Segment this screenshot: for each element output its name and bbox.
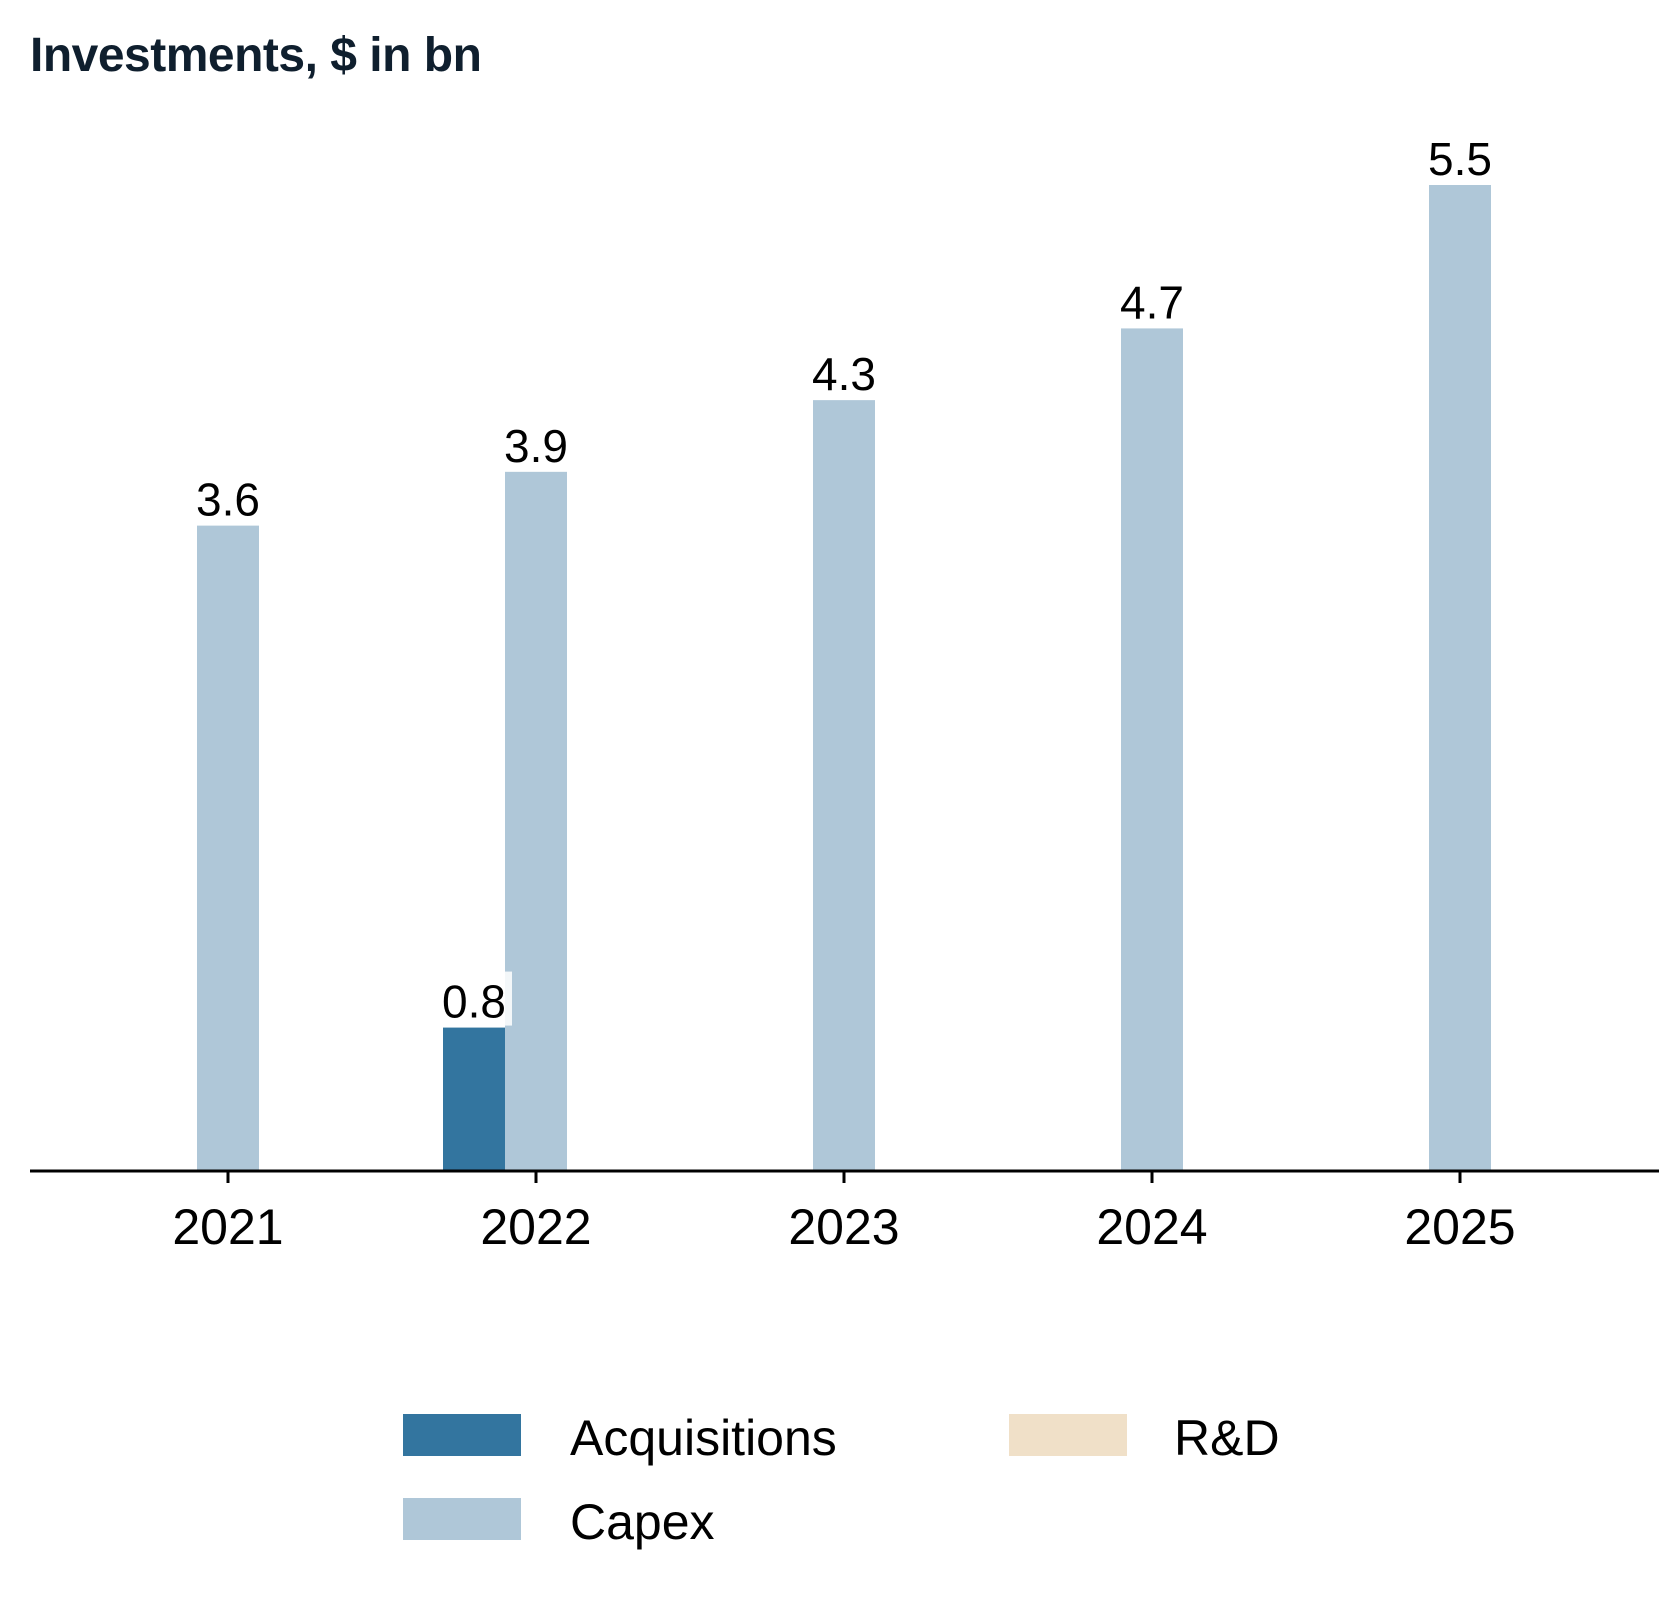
legend-swatch-acquisitions: [403, 1414, 521, 1456]
data-label-acquisitions-2022: 0.8: [442, 976, 506, 1028]
x-ticks-group: 2021 2022 2023 2024 2025: [172, 1171, 1516, 1255]
bar-acquisitions-2022: [443, 1027, 505, 1171]
bar-capex-2025: [1429, 185, 1491, 1171]
bar-capex-2022: [505, 471, 567, 1171]
data-label-backdrop: [1114, 272, 1190, 327]
data-label-backdrop: [498, 415, 574, 470]
x-tick-label-2025: 2025: [1404, 1199, 1515, 1255]
legend-swatch-r-d: [1009, 1414, 1127, 1456]
data-label-backdrop: [190, 469, 266, 524]
x-tick-label-2021: 2021: [172, 1199, 283, 1255]
x-tick-label-2023: 2023: [788, 1199, 899, 1255]
bars-group: [197, 185, 1491, 1171]
x-tick-label-2024: 2024: [1096, 1199, 1207, 1255]
legend-label-acquisitions: Acquisitions: [570, 1410, 837, 1466]
data-label-backdrop: [1422, 129, 1498, 183]
legend: Acquisitions Capex R&D: [403, 1410, 1280, 1550]
data-label-capex-2021: 3.6: [196, 474, 260, 526]
data-labels-group: 0.8 3.6 3.9 4.3 4.7 5.5: [190, 129, 1498, 1028]
bar-capex-2024: [1121, 328, 1183, 1171]
data-label-capex-2025: 5.5: [1428, 133, 1492, 185]
bar-capex-2021: [197, 525, 259, 1171]
data-label-capex-2023: 4.3: [812, 348, 876, 400]
data-label-capex-2024: 4.7: [1120, 276, 1184, 328]
chart-title: Investments, $ in bn: [30, 29, 482, 82]
data-label-backdrop: [806, 344, 882, 399]
data-label-capex-2022: 3.9: [504, 420, 568, 472]
data-label-backdrop: [436, 971, 512, 1026]
legend-label-capex: Capex: [570, 1494, 715, 1550]
x-tick-label-2022: 2022: [480, 1199, 591, 1255]
legend-label-r-d: R&D: [1174, 1410, 1280, 1466]
bar-capex-2023: [813, 400, 875, 1171]
legend-swatch-capex: [403, 1498, 521, 1540]
